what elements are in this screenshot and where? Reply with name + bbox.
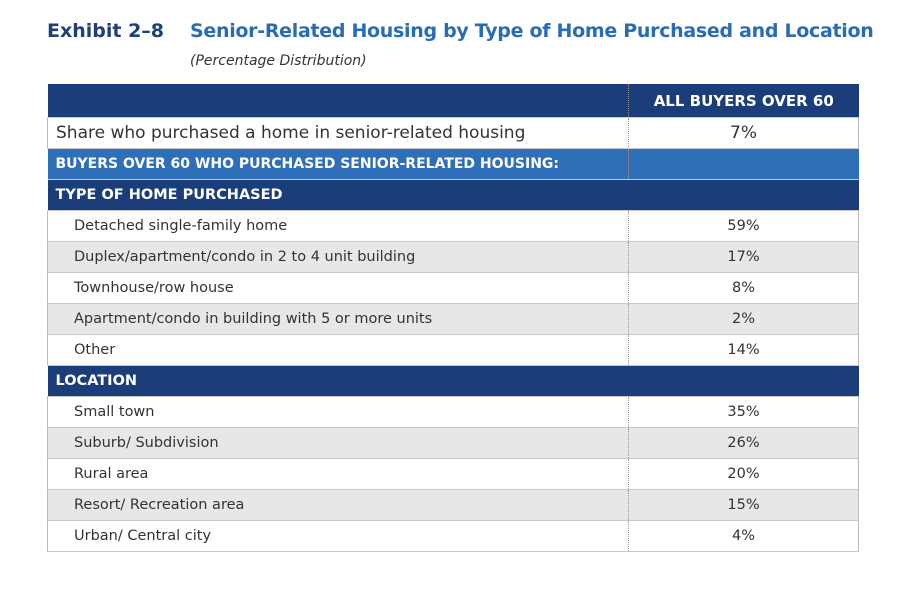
exhibit-label: Exhibit 2–8	[47, 20, 165, 42]
group-title: TYPE OF HOME PURCHASED	[47, 179, 859, 211]
row-label: Urban/ Central city	[47, 520, 629, 552]
data-row: Rural area 20%	[47, 458, 859, 490]
column-header: ALL BUYERS OVER 60	[628, 84, 859, 118]
row-label: Resort/ Recreation area	[47, 489, 629, 521]
header-blank	[47, 84, 629, 118]
section-blank	[628, 148, 859, 180]
group-row: TYPE OF HOME PURCHASED	[47, 179, 859, 211]
data-row: Detached single-family home 59%	[47, 210, 859, 242]
row-value: 4%	[628, 520, 859, 552]
data-row: Duplex/apartment/condo in 2 to 4 unit bu…	[47, 241, 859, 273]
row-label: Detached single-family home	[47, 210, 629, 242]
row-value: 17%	[628, 241, 859, 273]
row-label: Apartment/condo in building with 5 or mo…	[47, 303, 629, 335]
data-row: Resort/ Recreation area 15%	[47, 489, 859, 521]
row-value: 7%	[628, 117, 859, 149]
section-title: BUYERS OVER 60 WHO PURCHASED SENIOR-RELA…	[47, 148, 629, 180]
row-label: Rural area	[47, 458, 629, 490]
row-label: Townhouse/row house	[47, 272, 629, 304]
data-row: Townhouse/row house 8%	[47, 272, 859, 304]
row-label: Duplex/apartment/condo in 2 to 4 unit bu…	[47, 241, 629, 273]
row-value: 14%	[628, 334, 859, 366]
data-row: Other 14%	[47, 334, 859, 366]
row-label: Share who purchased a home in senior-rel…	[47, 117, 629, 149]
row-value: 15%	[628, 489, 859, 521]
title: Senior-Related Housing by Type of Home P…	[190, 20, 874, 42]
header-row: ALL BUYERS OVER 60	[47, 84, 859, 118]
row-value: 35%	[628, 396, 859, 428]
row-label: Other	[47, 334, 629, 366]
row-value: 59%	[628, 210, 859, 242]
section-row: BUYERS OVER 60 WHO PURCHASED SENIOR-RELA…	[47, 148, 859, 180]
data-row: Small town 35%	[47, 396, 859, 428]
row-label: Suburb/ Subdivision	[47, 427, 629, 459]
share-row: Share who purchased a home in senior-rel…	[47, 117, 859, 149]
row-value: 2%	[628, 303, 859, 335]
subtitle: (Percentage Distribution)	[190, 53, 367, 69]
row-value: 26%	[628, 427, 859, 459]
group-title: LOCATION	[47, 365, 859, 397]
data-table: ALL BUYERS OVER 60 Share who purchased a …	[47, 84, 859, 552]
data-row: Suburb/ Subdivision 26%	[47, 427, 859, 459]
row-value: 20%	[628, 458, 859, 490]
data-row: Urban/ Central city 4%	[47, 520, 859, 552]
row-label: Small town	[47, 396, 629, 428]
group-row: LOCATION	[47, 365, 859, 397]
data-row: Apartment/condo in building with 5 or mo…	[47, 303, 859, 335]
row-value: 8%	[628, 272, 859, 304]
